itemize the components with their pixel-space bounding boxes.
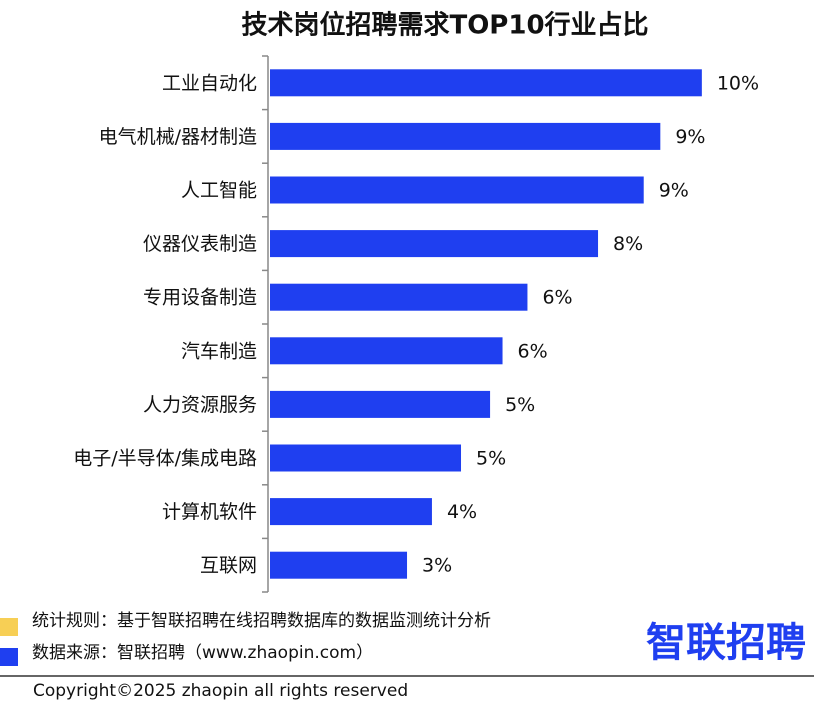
value-label: 6% [518,340,548,362]
bar [270,176,644,204]
category-label: 专用设备制造 [143,287,257,309]
bar [270,551,408,579]
category-label: 人力资源服务 [143,394,257,416]
bar [270,337,503,365]
bar [270,122,661,150]
value-label: 8% [613,233,643,255]
copyright: Copyright©2025 zhaopin all rights reserv… [33,681,408,701]
category-label: 电气机械/器材制造 [99,126,257,148]
category-label: 工业自动化 [162,72,257,94]
legend-swatch [0,648,18,666]
bar [270,69,702,97]
footer-rule: 统计规则：基于智联招聘在线招聘数据库的数据监测统计分析 [32,611,491,631]
bar [270,230,599,258]
value-label: 3% [422,555,452,577]
value-label: 9% [675,126,705,148]
value-label: 9% [659,180,689,202]
logo: 智联招聘 [646,620,806,666]
bar [270,444,462,472]
category-label: 电子/半导体/集成电路 [73,448,257,470]
footer-source: 数据来源：智联招聘（www.zhaopin.com） [32,643,373,663]
category-label: 仪器仪表制造 [143,233,257,255]
bar [270,283,528,311]
category-label: 汽车制造 [181,340,257,362]
legend-swatch [0,618,18,636]
category-label: 计算机软件 [162,501,257,523]
value-label: 6% [542,287,572,309]
category-label: 互联网 [200,555,257,577]
value-label: 5% [476,448,506,470]
value-label: 10% [717,72,759,94]
value-label: 4% [447,501,477,523]
value-label: 5% [505,394,535,416]
bar [270,390,491,418]
bar [270,498,432,526]
chart-title: 技术岗位招聘需求TOP10行业占比 [241,10,648,41]
category-label: 人工智能 [181,180,257,202]
